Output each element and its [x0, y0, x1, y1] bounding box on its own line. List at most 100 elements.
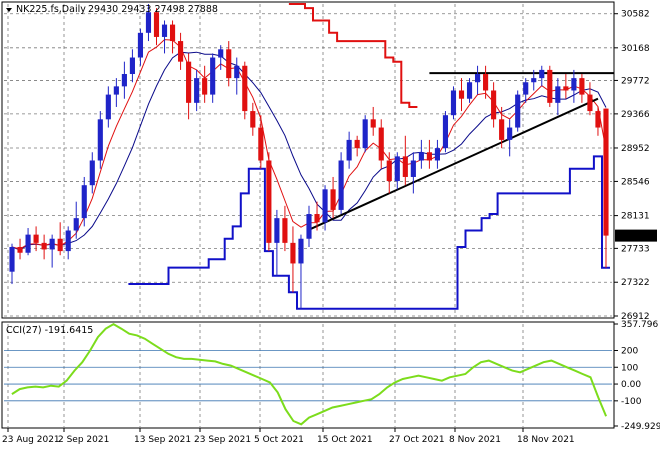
- candle: [378, 119, 384, 169]
- candle: [410, 152, 416, 194]
- candle-body: [266, 160, 272, 243]
- price-tick-label: 27322: [621, 278, 650, 288]
- candle-body: [210, 57, 216, 95]
- overlays: [11, 3, 614, 310]
- candle: [105, 86, 111, 128]
- cci-tick-label: -249.929: [621, 422, 660, 432]
- candle: [41, 234, 47, 260]
- candle: [129, 49, 135, 83]
- candle-body: [491, 90, 497, 120]
- candle: [354, 135, 360, 157]
- date-tick-label: 5 Oct 2021: [254, 435, 304, 445]
- candle-body: [178, 41, 184, 62]
- price-tick-label: 29366: [621, 110, 650, 120]
- support-channel-line: [128, 155, 610, 310]
- candle: [466, 78, 473, 103]
- cci-tick-label: 357.796: [621, 320, 658, 330]
- candle: [202, 65, 208, 103]
- slow-moving-average: [11, 51, 607, 251]
- candle-body: [290, 242, 296, 264]
- candle: [523, 78, 529, 103]
- candle-body: [322, 189, 328, 223]
- candle: [474, 65, 481, 95]
- date-tick-label: 18 Nov 2021: [517, 435, 575, 445]
- candle: [242, 61, 248, 120]
- candle: [571, 69, 577, 103]
- candle: [121, 61, 127, 99]
- candle-body: [169, 24, 176, 42]
- cci-panel[interactable]: [1, 321, 615, 429]
- candle: [226, 41, 232, 87]
- candle-body: [354, 139, 360, 149]
- candle-body: [57, 238, 63, 252]
- candle-body: [17, 246, 23, 253]
- candle-body: [25, 234, 31, 253]
- cci-tick-label: -100: [621, 397, 642, 407]
- cci-series: [11, 322, 608, 426]
- candle-body: [186, 61, 192, 103]
- candle: [49, 234, 55, 268]
- candle-body: [218, 49, 224, 58]
- price-tick-label: 27733: [621, 244, 650, 254]
- candle: [362, 115, 368, 153]
- candle: [322, 185, 328, 231]
- candle-body: [81, 185, 87, 219]
- candle: [178, 32, 184, 70]
- candle: [450, 86, 457, 120]
- candle: [169, 20, 176, 54]
- candle-body: [410, 160, 416, 177]
- candle-body: [450, 90, 457, 116]
- candle: [515, 90, 521, 132]
- candle: [330, 176, 336, 219]
- date-tick-label: 8 Nov 2021: [449, 435, 501, 445]
- date-tick-label: 27 Oct 2021: [389, 435, 445, 445]
- candle: [483, 65, 489, 99]
- last-price-label: 27888: [621, 232, 650, 242]
- candle-body: [515, 94, 521, 128]
- candle-body: [282, 218, 288, 243]
- candle: [338, 152, 344, 215]
- candle-body: [555, 86, 561, 103]
- price-axis: 30582 30168 29772 29366 28952 28546 28131 27733…: [614, 10, 657, 322]
- price-tick-label: 28546: [621, 177, 650, 187]
- candle-body: [194, 78, 200, 103]
- candle: [290, 226, 296, 293]
- candle-body: [523, 82, 529, 95]
- candle-body: [33, 234, 39, 243]
- candle-body: [105, 94, 111, 120]
- candle-body: [458, 90, 465, 99]
- candle-body: [442, 115, 449, 149]
- candle: [282, 205, 288, 252]
- date-tick-label: 23 Aug 2021: [2, 435, 60, 445]
- candle: [434, 139, 440, 169]
- price-panel[interactable]: [1, 1, 615, 319]
- candle: [426, 139, 432, 169]
- candle-body: [161, 24, 168, 37]
- candle: [547, 65, 553, 107]
- last-price-box: [615, 229, 657, 242]
- dropdown-arrow-icon[interactable]: [6, 8, 12, 12]
- price-tick-label: 29772: [621, 76, 650, 86]
- candle: [386, 152, 392, 194]
- candle-body: [394, 156, 400, 182]
- candle: [250, 102, 256, 136]
- date-tick-label: 13 Sep 2021: [134, 435, 191, 445]
- candle-body: [466, 82, 473, 99]
- candle: [458, 78, 465, 112]
- ohlc-label: 29430 29433 27498 27888: [88, 4, 218, 15]
- candle-body: [483, 74, 489, 91]
- candle-body: [258, 127, 264, 161]
- candle: [234, 57, 240, 95]
- candle: [65, 226, 71, 260]
- candle-body: [121, 74, 127, 87]
- candle-body: [338, 160, 344, 210]
- candle-body: [145, 12, 152, 33]
- candle: [394, 152, 400, 190]
- price-tick-label: 30582: [621, 10, 650, 20]
- candle-body: [507, 127, 513, 140]
- candle-body: [603, 108, 609, 236]
- candle-body: [298, 238, 304, 264]
- candle: [563, 74, 569, 99]
- candle-body: [547, 69, 553, 103]
